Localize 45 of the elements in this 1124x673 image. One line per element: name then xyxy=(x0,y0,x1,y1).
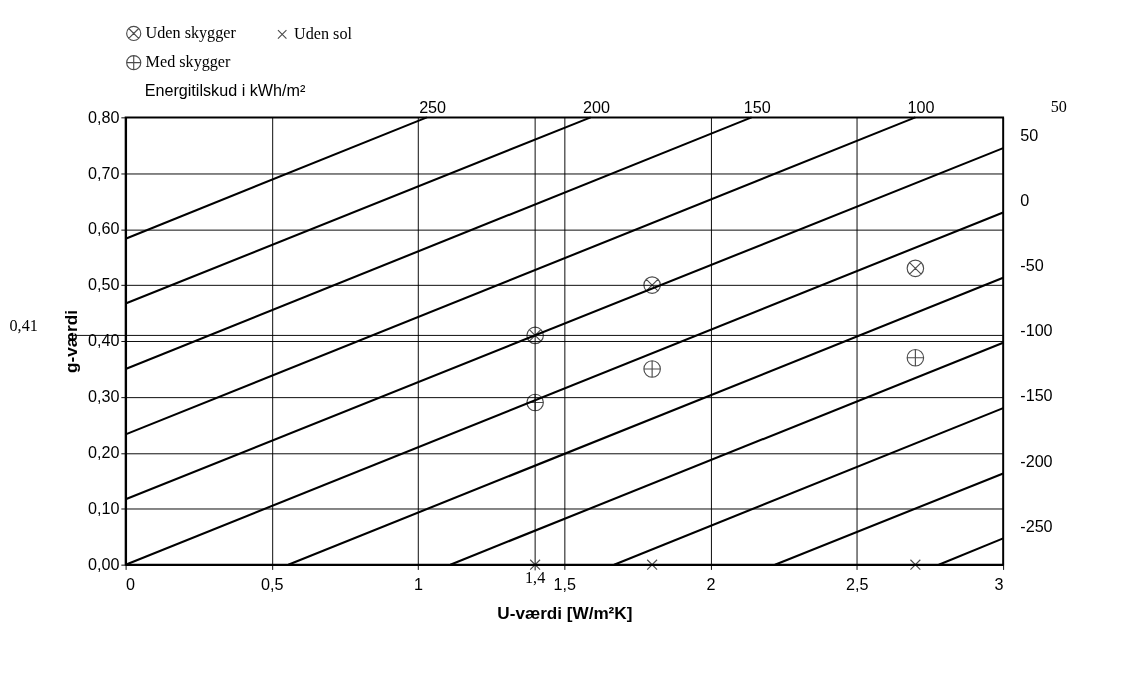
text: Energitilskud i kWh/m² xyxy=(144,81,306,100)
y-tick-label: 0,30 xyxy=(87,387,120,406)
legend-label: Uden sol xyxy=(294,25,353,43)
y-tick-label: 0,00 xyxy=(87,554,120,573)
x-tick-label: 1,5 xyxy=(553,574,577,593)
text: 50 xyxy=(1050,97,1067,115)
series-label: -200 xyxy=(1020,451,1053,470)
series-label: -250 xyxy=(1020,516,1053,535)
x-tick-label: 0 xyxy=(126,574,136,593)
y-axis-title: g-værdi xyxy=(60,310,81,373)
series-label: -150 xyxy=(1020,386,1053,405)
y-tick-label: 0,10 xyxy=(87,498,120,517)
series-label: -100 xyxy=(1020,321,1053,340)
legend-label: Uden skygger xyxy=(145,24,237,43)
series-label: 150 xyxy=(743,97,771,116)
series-label: 50 xyxy=(1020,126,1039,145)
point xyxy=(909,559,921,571)
legend-label: Med skygger xyxy=(145,53,232,72)
point xyxy=(906,259,925,278)
series-label: 200 xyxy=(582,97,610,116)
point xyxy=(643,276,661,294)
x-tick-label: 1 xyxy=(414,574,424,593)
point xyxy=(646,559,658,571)
point xyxy=(529,559,541,571)
ref-line-label: 1,4 xyxy=(525,568,546,586)
ref-line-label: 0,41 xyxy=(9,316,38,334)
point xyxy=(906,348,925,367)
x-tick-label: 2 xyxy=(706,574,716,593)
y-tick-label: 0,60 xyxy=(87,219,120,238)
point xyxy=(526,393,544,412)
y-tick-label: 0,80 xyxy=(87,107,120,126)
y-tick-label: 0,70 xyxy=(87,163,120,182)
x-tick-label: 3 xyxy=(994,574,1004,593)
y-tick-label: 0,40 xyxy=(87,331,120,350)
x-axis-title: U-værdi [W/m²K] xyxy=(497,603,633,624)
y-tick-label: 0,50 xyxy=(87,275,120,294)
x-tick-label: 2,5 xyxy=(846,574,869,593)
x-tick-label: 0,5 xyxy=(261,574,284,593)
point xyxy=(643,360,661,378)
series-label: 0 xyxy=(1020,190,1030,209)
y-tick-label: 0,20 xyxy=(87,443,120,462)
series-label: -50 xyxy=(1020,256,1044,275)
series-label: 100 xyxy=(907,97,935,116)
point xyxy=(526,326,544,345)
series-label: 250 xyxy=(419,97,447,116)
